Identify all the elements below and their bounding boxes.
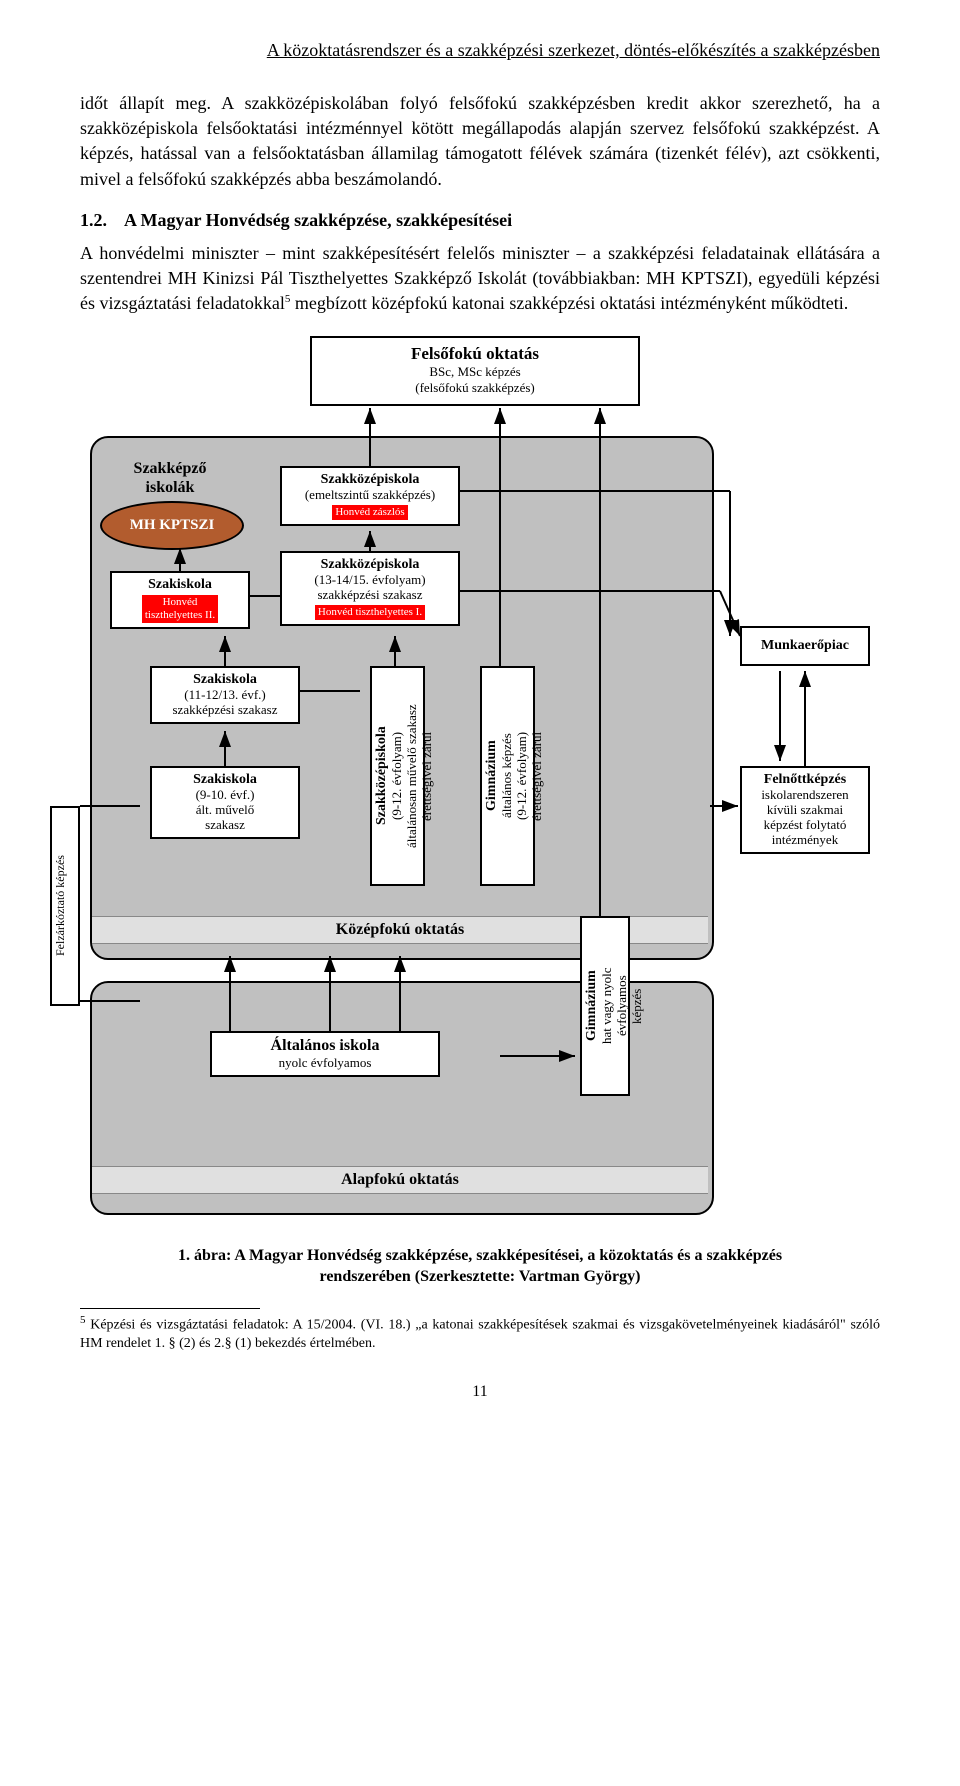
section-title: A Magyar Honvédség szakképzése, szakképe…	[124, 210, 512, 230]
gimnazium-912-vbox: Gimnázium általános képzés (9-12. évfoly…	[480, 666, 535, 886]
education-system-diagram: Felsőfokú oktatás BSc, MSc képzés (felső…	[80, 336, 880, 1236]
gimnazium-68-vbox: Gimnázium hat vagy nyolc évfolyamos képz…	[580, 916, 630, 1096]
alapfoku-oktatas-band: Alapfokú oktatás	[92, 1166, 708, 1194]
page-header: A közoktatásrendszer és a szakképzési sz…	[80, 40, 880, 61]
altisk-title: Általános iskola	[216, 1037, 434, 1055]
footnote-separator	[80, 1308, 260, 1309]
szakkozepV-s2: általánosan művelő szakasz	[404, 704, 419, 848]
felnott-s2: kívüli szakmai	[746, 803, 864, 818]
felsofoku-oktatas-box: Felsőfokú oktatás BSc, MSc képzés (felső…	[310, 336, 640, 406]
badge-r2: tiszthelyettes II.	[145, 609, 215, 621]
alapfoku-text: Alapfokú oktatás	[341, 1171, 459, 1188]
felnott-s4: intézmények	[746, 833, 864, 848]
szakkozepV-s1: (9-12. évfolyam)	[389, 732, 404, 820]
altalanos-iskola-box: Általános iskola nyolc évfolyamos	[210, 1031, 440, 1076]
paragraph-1: időt állapít meg. A szakközépiskolában f…	[80, 91, 880, 192]
felnottkepzes-box: Felnőttképzés iskolarendszeren kívüli sz…	[740, 766, 870, 854]
felnott-s1: iskolarendszeren	[746, 788, 864, 803]
felsofoku-title: Felsőfokú oktatás	[316, 344, 634, 364]
footnote-number: 5	[80, 1314, 86, 1326]
szakkozepV-s3: érettségivel zárul	[419, 732, 434, 821]
felzark-text: Felzárkóztató képzés	[53, 856, 67, 957]
szakiskola3-title: Szakiskola	[156, 772, 294, 788]
paragraph-2: A honvédelmi miniszter – mint szakképesí…	[80, 241, 880, 317]
szakiskola-honved-box: Szakiskola Honvéd tiszthelyettes II.	[110, 571, 250, 628]
gimnV-title: Gimnázium	[484, 741, 499, 812]
honved-tiszthelyettes1-badge: Honvéd tiszthelyettes I.	[315, 605, 425, 620]
footnote-text: Képzési és vizsgáztatási feladatok: A 15…	[80, 1318, 880, 1351]
felnott-title: Felnőttképzés	[746, 772, 864, 788]
gimn68-title: Gimnázium	[584, 971, 599, 1042]
szakiskola-910-box: Szakiskola (9-10. évf.) ált. művelő szak…	[150, 766, 300, 839]
szakkozep2-s2: szakképzési szakasz	[286, 588, 454, 603]
gimnV-s1: általános képzés	[499, 734, 514, 819]
footnote-5: 5 Képzési és vizsgáztatási feladatok: A …	[80, 1313, 880, 1353]
felsofoku-sub1: BSc, MSc képzés	[316, 364, 634, 380]
altisk-sub: nyolc évfolyamos	[216, 1056, 434, 1071]
section-number: 1.2.	[80, 210, 107, 230]
gimnV-s2: (9-12. évfolyam)	[514, 732, 529, 820]
szakiskola3-s3: szakasz	[156, 818, 294, 833]
szakiskola2-title: Szakiskola	[156, 672, 294, 688]
badge-r1: Honvéd	[163, 596, 198, 608]
mh-kptszi-oval: MH KPTSZI	[100, 501, 244, 550]
figure-caption: 1. ábra: A Magyar Honvédség szakképzése,…	[140, 1246, 820, 1288]
section-heading: 1.2. A Magyar Honvédség szakképzése, sza…	[80, 210, 880, 231]
para2-part-b: megbízott középfokú katonai szakképzési …	[290, 293, 848, 313]
szakiskola-top-title: Szakiskola	[116, 577, 244, 593]
szakkepzo-iskolak-text: Szakképző iskolák	[134, 460, 207, 495]
munkaero-text: Munkaerőpiac	[761, 638, 849, 654]
szakiskola3-s2: ált. művelő	[156, 803, 294, 818]
szakkozepiskola-emelt-box: Szakközépiskola (emeltszintű szakképzés)…	[280, 466, 460, 526]
szakkozep2-s1: (13-14/15. évfolyam)	[286, 573, 454, 588]
szakiskola3-s1: (9-10. évf.)	[156, 788, 294, 803]
szakiskola2-s1: (11-12/13. évf.)	[156, 688, 294, 703]
felsofoku-sub2: (felsőfokú szakképzés)	[316, 380, 634, 396]
page-number: 11	[80, 1383, 880, 1401]
munkaeropiac-box: Munkaerőpiac	[740, 626, 870, 666]
szakkozepiskola-1314-box: Szakközépiskola (13-14/15. évfolyam) sza…	[280, 551, 460, 626]
szakkepzo-iskolak-label: Szakképző iskolák	[110, 456, 230, 501]
kozepfoku-text: Középfokú oktatás	[336, 921, 464, 938]
szakkozepV-title: Szakközépiskola	[374, 727, 389, 826]
gimnV-s3: érettségivel zárul	[529, 732, 544, 821]
felnott-s3: képzést folytató	[746, 818, 864, 833]
gimn68-s3: képzés	[629, 989, 644, 1024]
felzarkoztato-vbox: Felzárkóztató képzés	[50, 806, 80, 1006]
szakiskola2-s2: szakképzési szakasz	[156, 703, 294, 718]
honved-tiszthelyettes2-badge: Honvéd tiszthelyettes II.	[142, 595, 218, 622]
gimn68-s2: évfolyamos	[614, 976, 629, 1037]
szakkozepiskola-912-vbox: Szakközépiskola (9-12. évfolyam) általán…	[370, 666, 425, 886]
szakkozep1-sub: (emeltszintű szakképzés)	[286, 488, 454, 503]
szakkozep2-title: Szakközépiskola	[286, 557, 454, 573]
honved-zaszlos-badge: Honvéd zászlós	[332, 505, 407, 520]
mh-kptszi-text: MH KPTSZI	[130, 517, 215, 534]
gimn68-s1: hat vagy nyolc	[599, 968, 614, 1045]
szakkozep1-title: Szakközépiskola	[286, 472, 454, 488]
szakiskola-1112-box: Szakiskola (11-12/13. évf.) szakképzési …	[150, 666, 300, 724]
